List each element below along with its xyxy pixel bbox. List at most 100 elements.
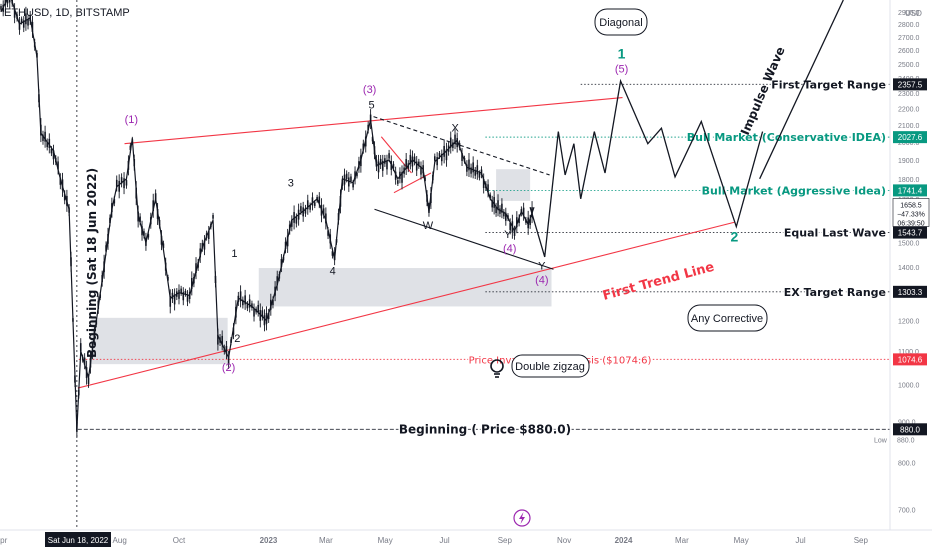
candle-body	[293, 212, 295, 223]
candle-body	[507, 215, 509, 219]
candle-body	[345, 173, 348, 180]
y-tick-5: 1200.0	[898, 319, 920, 326]
candle-body	[379, 158, 382, 166]
badge-text-0: 2357.5	[898, 80, 923, 89]
wave-label-5: 2	[234, 333, 240, 345]
candle-body	[48, 138, 51, 148]
candle-body	[493, 197, 495, 208]
candle-body	[527, 217, 529, 229]
y-tick-12: 1900.0	[898, 158, 920, 165]
candle-countdown: 06:39:50	[897, 220, 924, 227]
candle-body	[297, 209, 300, 220]
lightning-icon[interactable]	[513, 509, 531, 527]
wave-label-12: Y	[538, 260, 546, 272]
candle-body	[274, 286, 276, 296]
crosshair-date-badge: Sat Jun 18, 2022	[45, 532, 111, 547]
badge-text-5: 1074.6	[898, 355, 923, 364]
candle-body	[466, 164, 468, 172]
candle-body	[356, 172, 358, 177]
candle-body	[188, 291, 191, 300]
any-corrective-box[interactable]: Any Corrective	[687, 304, 768, 332]
level-label-4: EX Target Range	[784, 286, 886, 299]
candle-body	[193, 277, 195, 284]
candle-body	[195, 263, 197, 274]
candle-body	[516, 217, 518, 228]
wave-label-9: X	[452, 123, 460, 135]
candle-body	[91, 350, 94, 356]
projection-layer	[529, 0, 844, 258]
candle-body	[474, 170, 477, 176]
candle-body	[295, 217, 298, 224]
candle-body	[409, 154, 412, 164]
candle-body	[66, 195, 68, 206]
candle-body	[377, 161, 380, 173]
candle-body	[89, 357, 92, 368]
y-tick-16: 2300.0	[898, 91, 920, 98]
candle-body	[520, 209, 523, 214]
candle-body	[327, 230, 329, 236]
wave-label-10: Y	[504, 229, 512, 241]
candle-body	[284, 241, 287, 249]
candle-body	[149, 217, 152, 225]
candle-body	[428, 206, 430, 213]
candle-body	[135, 187, 137, 199]
candle-body	[197, 262, 199, 268]
candle-body	[259, 310, 262, 321]
candle-body	[501, 203, 503, 213]
candle-body	[394, 171, 397, 180]
y-tick-11: 1800.0	[898, 177, 920, 184]
candle-body	[13, 8, 16, 18]
zones-layer	[91, 169, 552, 365]
x-tick-0: Apr	[0, 536, 8, 545]
candle-body	[270, 299, 272, 310]
zone-2	[496, 169, 531, 201]
diagonal-box[interactable]: Diagonal	[594, 8, 648, 36]
candle-body	[42, 134, 44, 141]
candle-body	[145, 237, 147, 246]
wave-label-8: W	[423, 220, 434, 232]
time-axis[interactable]	[0, 530, 890, 550]
candle-body	[499, 208, 501, 214]
candle-body	[367, 124, 369, 131]
candle-body	[405, 159, 407, 169]
candle-body	[447, 145, 450, 152]
trendline-first-trend-line	[77, 221, 735, 389]
candle-body	[232, 327, 235, 335]
candle-body	[36, 53, 38, 58]
candle-body	[360, 155, 362, 167]
candle-body	[147, 233, 150, 238]
candle-body	[8, 0, 11, 3]
wave-label-15: (5)	[615, 63, 628, 75]
wave-label-2: (3)	[363, 84, 376, 96]
candle-body	[107, 233, 109, 244]
x-tick-2: Aug	[113, 536, 127, 545]
double-zigzag-box[interactable]: Double zigzag	[511, 354, 590, 378]
candle-body	[217, 334, 219, 345]
badge-bg-0	[893, 78, 927, 91]
candle-body	[415, 161, 418, 171]
y-tick-19: 2600.0	[898, 48, 920, 55]
candle-body	[178, 289, 180, 299]
candle-body	[280, 258, 283, 268]
y-tick-20: 2700.0	[898, 35, 920, 42]
candle-body	[272, 299, 274, 306]
candle-body	[472, 162, 474, 173]
candle-body	[33, 42, 36, 48]
candle-body	[76, 421, 78, 432]
candle-body	[381, 160, 384, 171]
candle-body	[371, 136, 374, 142]
candle-body	[184, 290, 187, 295]
candle-body	[118, 180, 120, 192]
candle-body	[164, 262, 167, 271]
lightbulb-icon[interactable]	[490, 359, 504, 378]
badge-text-1: 2027.6	[898, 133, 923, 142]
level-label-6: Beginning ( Price $880.0)	[399, 422, 571, 436]
candle-body	[70, 257, 72, 267]
candle-body	[511, 221, 514, 233]
x-tick-7: Jul	[439, 536, 449, 545]
candle-body	[143, 231, 145, 236]
candle-body	[27, 19, 29, 26]
candle-body	[207, 230, 210, 240]
candle-body	[468, 159, 470, 171]
